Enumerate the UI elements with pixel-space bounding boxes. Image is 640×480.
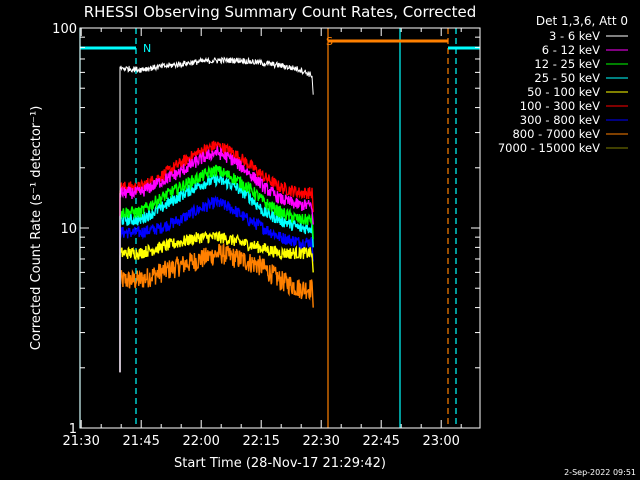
legend-label: 800 - 7000 keV [512,127,600,141]
footer-date: 2-Sep-2022 09:51 [564,468,636,477]
legend-label: 7000 - 15000 keV [498,141,600,155]
saa-flag-label: S [326,35,333,48]
legend-label: 6 - 12 keV [542,43,600,57]
legend-label: 50 - 100 keV [527,85,600,99]
legend-label: 100 - 300 keV [520,99,600,113]
y-axis-label: Corrected Count Rate (s⁻¹ detector⁻¹) [29,106,44,351]
x-tick-label: 21:30 [62,434,99,449]
series-line [119,140,314,373]
chart-title: RHESSI Observing Summary Count Rates, Co… [84,3,477,21]
series-line [119,164,314,373]
night-flag-label: N [143,42,151,55]
plot-area: NS [79,28,480,428]
x-axis: 21:30 21:45 22:00 22:15 22:30 22:45 23:00 [62,28,462,449]
x-tick-label: 22:45 [362,434,399,449]
y-tick-label: 100 [52,22,77,37]
y-axis: 1 10 100 [52,22,480,437]
series-line [119,243,314,373]
x-tick-label: 21:45 [122,434,159,449]
legend-label: 300 - 800 keV [520,113,600,127]
y-tick-label: 10 [60,222,77,237]
series-line [119,230,314,373]
legend-label: 25 - 50 keV [534,71,600,85]
x-tick-label: 22:30 [302,434,339,449]
series-line [119,195,314,373]
x-tick-label: 22:00 [182,434,219,449]
x-tick-label: 22:15 [242,434,279,449]
series-line [119,56,314,373]
series-line [119,172,314,373]
legend-label: 12 - 25 keV [534,57,600,71]
series-line [119,145,314,373]
legend-title: Det 1,3,6, Att 0 [536,14,628,28]
y-tick-label: 1 [69,422,77,437]
legend-label: 3 - 6 keV [549,29,600,43]
x-tick-label: 23:00 [422,434,459,449]
x-axis-label: Start Time (28-Nov-17 21:29:42) [174,456,386,471]
